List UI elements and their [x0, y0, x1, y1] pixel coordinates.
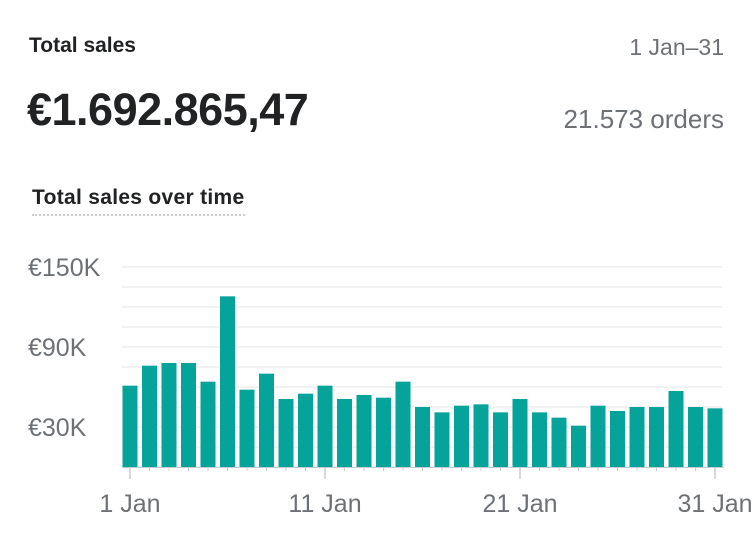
total-sales-value: €1.692.865,47	[27, 84, 309, 135]
bar	[376, 397, 391, 467]
chart-title[interactable]: Total sales over time	[32, 186, 245, 216]
bar	[707, 408, 723, 467]
date-range: 1 Jan–31	[629, 34, 724, 60]
bar	[337, 399, 352, 467]
x-tick-label: 1 Jan	[99, 490, 160, 518]
card-title: Total sales	[29, 34, 136, 57]
bar	[454, 405, 469, 467]
bar	[142, 365, 157, 467]
x-tick-label: 11 Jan	[288, 490, 361, 518]
bar	[415, 407, 430, 467]
orders-count: 21.573 orders	[563, 104, 724, 134]
bar	[239, 389, 255, 467]
bar	[298, 393, 313, 467]
bar	[317, 385, 333, 467]
bar	[473, 404, 489, 467]
bar	[512, 399, 528, 467]
bar	[571, 425, 586, 467]
bar	[434, 412, 450, 467]
y-tick-label: €90K	[28, 334, 87, 362]
y-tick-label: €150K	[28, 254, 101, 282]
bar	[220, 296, 235, 467]
bar	[161, 363, 177, 467]
bar	[493, 412, 508, 467]
bar	[590, 405, 606, 467]
x-tick-label: 31 Jan	[677, 490, 752, 518]
bar	[649, 407, 664, 467]
y-tick-label: €30K	[28, 414, 87, 442]
x-tick-label: 21 Jan	[482, 490, 557, 518]
bar	[181, 363, 196, 467]
bar	[395, 381, 411, 467]
bar	[200, 381, 216, 467]
bar	[688, 407, 703, 467]
bar	[629, 407, 645, 467]
bar	[278, 399, 294, 467]
bar	[532, 412, 547, 467]
bar	[259, 373, 274, 467]
bar	[668, 391, 684, 467]
bar	[122, 385, 138, 467]
bar	[610, 411, 625, 467]
bar	[356, 395, 372, 467]
bar	[551, 417, 567, 467]
